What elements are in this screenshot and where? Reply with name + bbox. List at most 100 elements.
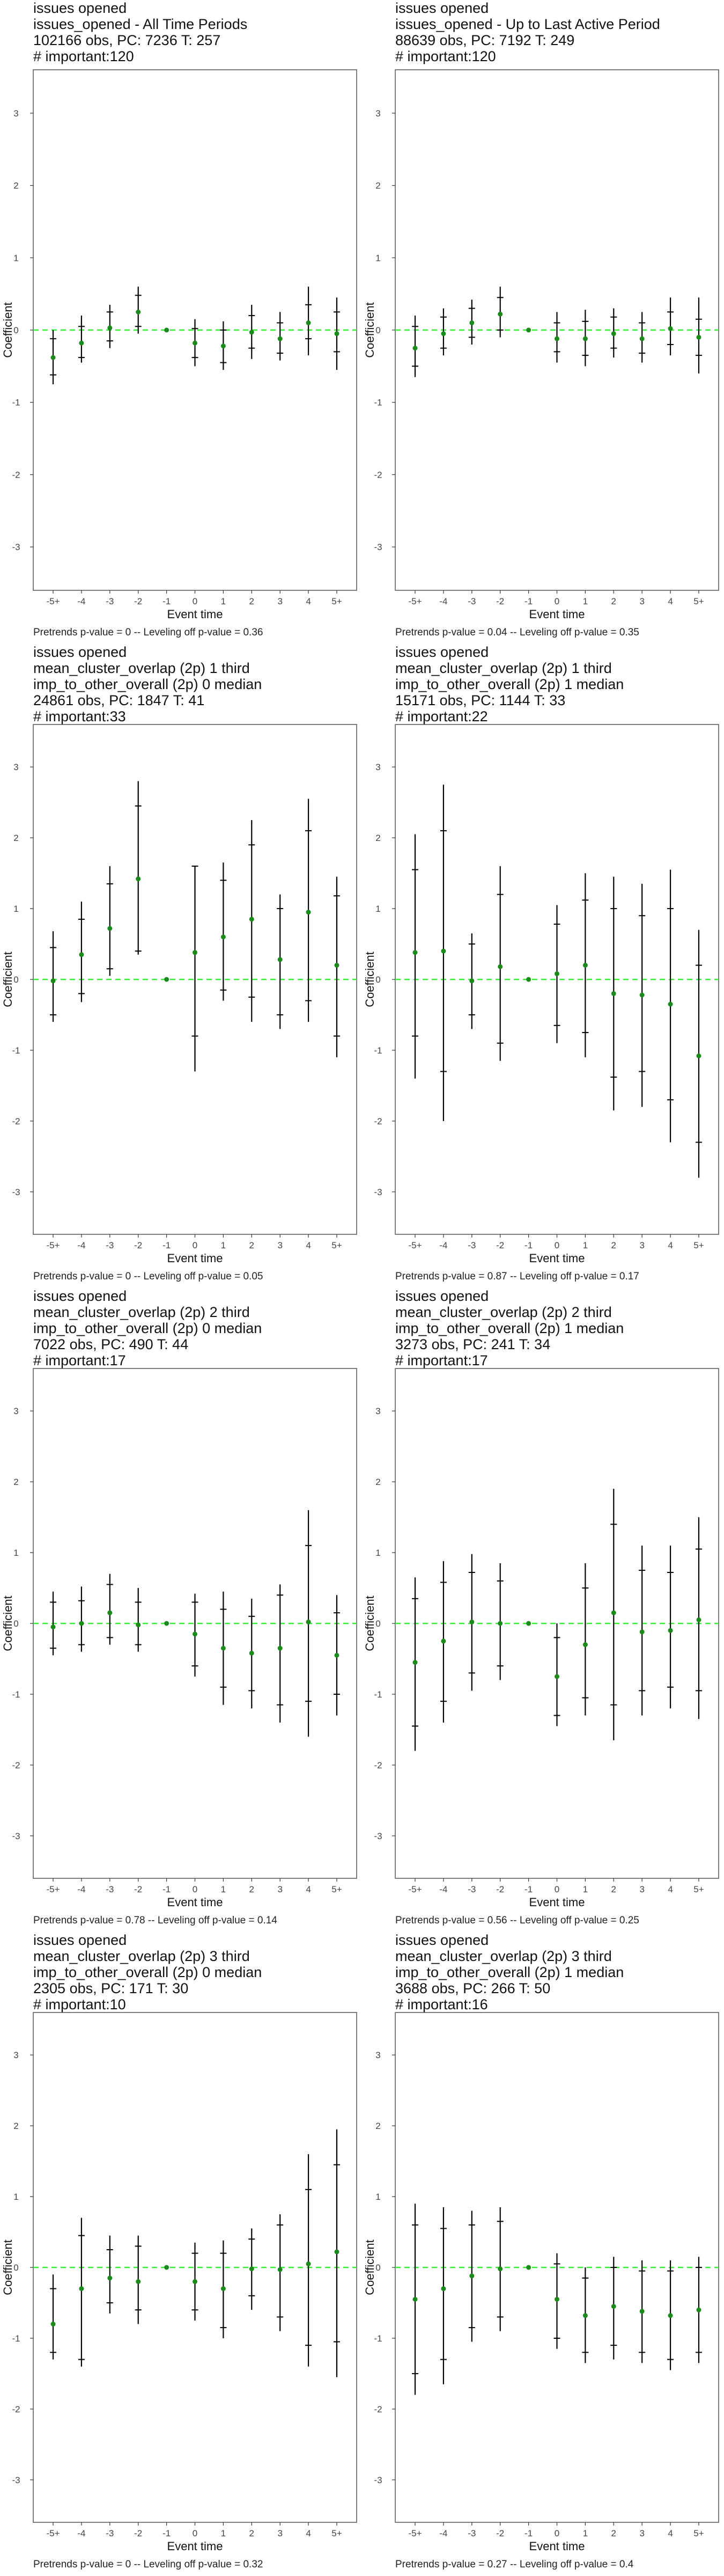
estimate-point (164, 2265, 169, 2270)
estimate-point (555, 2296, 559, 2302)
pvalue-footer: Pretrends p-value = 0.04 -- Leveling off… (395, 627, 639, 638)
estimate-point (611, 991, 616, 996)
x-tick-label: 3 (277, 2528, 282, 2538)
chart-title-line: 88639 obs, PC: 7192 T: 249 (395, 32, 575, 48)
estimate-point (555, 336, 559, 341)
y-axis-label: Coefficient (1, 1596, 14, 1651)
y-tick-label: 1 (13, 253, 18, 263)
chart-title-line: # important:33 (33, 708, 126, 724)
chart-title-line: 102166 obs, PC: 7236 T: 257 (33, 32, 221, 48)
y-tick-label: 1 (375, 1548, 380, 1558)
estimate-point (164, 1621, 169, 1626)
x-tick-label: 4 (668, 1240, 673, 1250)
y-tick-label: 2 (13, 1477, 18, 1487)
x-tick-label: -4 (439, 1240, 447, 1250)
x-tick-label: -3 (468, 1240, 476, 1250)
x-tick-label: 2 (249, 1240, 254, 1250)
chart-title-line: issues_opened - Up to Last Active Period (395, 16, 660, 32)
x-tick-label: 0 (555, 1240, 559, 1250)
chart-panel-7: issues opened mean_cluster_overlap (2p) 3… (0, 1932, 362, 2576)
chart-title-line: issues opened (33, 1288, 127, 1304)
x-tick-label: -4 (439, 2528, 447, 2538)
chart-title-line: # important:17 (33, 1352, 126, 1368)
y-tick-label: 0 (13, 325, 18, 335)
x-tick-label: -1 (162, 596, 171, 606)
estimate-point (50, 2322, 56, 2327)
estimate-point (668, 326, 673, 331)
estimate-point (582, 336, 588, 341)
x-tick-label: -4 (77, 2528, 85, 2538)
y-tick-label: 3 (375, 762, 380, 772)
estimate-point (164, 977, 169, 982)
estimate-point (611, 1610, 616, 1615)
chart-title-line: mean_cluster_overlap (2p) 2 third (33, 1304, 250, 1320)
estimate-point (306, 1619, 311, 1624)
pvalue-footer: Pretrends p-value = 0 -- Leveling off p-… (33, 2559, 263, 2570)
x-tick-label: 4 (668, 596, 673, 606)
x-tick-label: -1 (524, 596, 533, 606)
estimate-point (668, 1001, 673, 1007)
estimate-point (526, 977, 531, 982)
y-tick-label: 3 (13, 2050, 18, 2060)
chart-title-line: issues opened (395, 1932, 489, 1948)
y-tick-label: -1 (374, 1045, 382, 1056)
x-tick-label: 0 (555, 1884, 559, 1894)
x-tick-label: 2 (611, 596, 616, 606)
x-axis-label: Event time (529, 608, 585, 621)
x-tick-label: -4 (439, 1884, 447, 1894)
x-tick-label: -4 (77, 596, 85, 606)
estimate-point (469, 978, 475, 984)
chart-title: issues opened issues_opened - Up to Last … (395, 0, 717, 64)
estimate-point (334, 331, 339, 336)
x-tick-label: 4 (306, 596, 311, 606)
y-tick-label: 1 (13, 1548, 18, 1558)
estimate-point (277, 957, 283, 962)
y-tick-label: 0 (375, 325, 380, 335)
x-tick-label: 2 (249, 596, 254, 606)
estimate-point (582, 1642, 588, 1648)
y-tick-label: 0 (13, 975, 18, 985)
chart-title-line: 24861 obs, PC: 1847 T: 41 (33, 692, 205, 708)
chart-panel-3: issues opened mean_cluster_overlap (2p) 1… (0, 644, 362, 1288)
estimate-point (412, 1660, 418, 1665)
y-tick-label: -3 (374, 1187, 382, 1197)
estimate-point (334, 1652, 339, 1658)
x-tick-label: -1 (162, 1240, 171, 1250)
x-tick-label: 4 (668, 1884, 673, 1894)
y-tick-label: 0 (375, 975, 380, 985)
chart-plot: -3 -2 -1 0 1 2 3 Coefficient -5+ -4 -3 -2 -1 0 1 2 3 4 5+ E… (1, 69, 357, 621)
estimate-point (526, 327, 531, 333)
y-tick-label: 2 (375, 833, 380, 843)
estimate-point (220, 1645, 226, 1651)
y-axis-label: Coefficient (363, 2240, 376, 2295)
x-tick-label: 1 (583, 1884, 588, 1894)
x-tick-label: -3 (106, 1240, 114, 1250)
x-tick-label: 5+ (331, 2528, 342, 2538)
estimate-point (639, 1629, 645, 1635)
y-tick-label: 0 (375, 1619, 380, 1629)
estimate-point (441, 331, 446, 336)
estimate-point (696, 334, 701, 340)
chart-title-line: mean_cluster_overlap (2p) 1 third (395, 660, 612, 676)
estimate-point (193, 2279, 197, 2284)
y-tick-label: 2 (13, 181, 18, 191)
x-tick-label: -2 (134, 2528, 142, 2538)
x-tick-label: -5+ (409, 1884, 422, 1894)
pvalue-footer: Pretrends p-value = 0 -- Leveling off p-… (33, 627, 263, 638)
chart-title-line: issues opened (33, 644, 127, 660)
estimate-point (441, 948, 446, 954)
estimate-point (79, 952, 84, 957)
y-tick-label: 0 (13, 2263, 18, 2273)
estimate-point (193, 1631, 197, 1637)
chart-plot: -3 -2 -1 0 1 2 3 Coefficient -5+ -4 -3 -2 -1 0 1 2 3 4 5+ E… (363, 724, 719, 1265)
x-axis-label: Event time (167, 2540, 223, 2553)
estimate-point (79, 340, 84, 346)
chart-panel-4: issues opened mean_cluster_overlap (2p) 1… (362, 644, 724, 1288)
x-tick-label: 2 (249, 2528, 254, 2538)
estimate-point (582, 2313, 588, 2318)
x-tick-label: 5+ (331, 1884, 342, 1894)
chart-title-line: issues opened (395, 1288, 489, 1304)
chart-title-line: issues_opened - All Time Periods (33, 16, 248, 32)
estimate-point (412, 346, 418, 351)
y-tick-label: -1 (12, 1045, 20, 1056)
